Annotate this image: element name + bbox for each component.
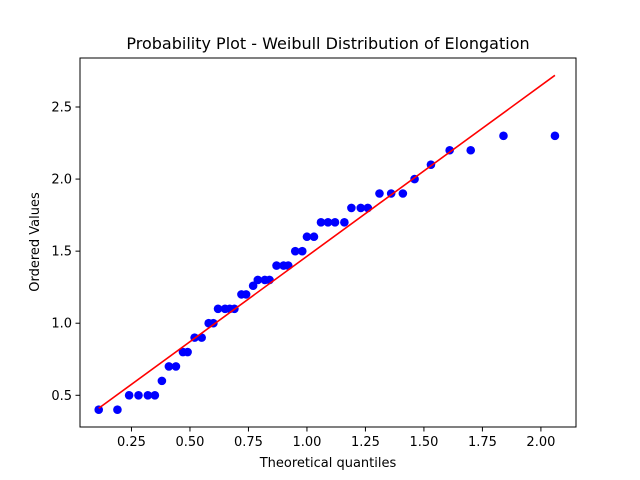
data-point (290, 246, 300, 256)
data-point (113, 405, 122, 415)
data-point (466, 145, 476, 155)
x-tick-label: 2.00 (526, 435, 555, 450)
x-tick-label: 0.50 (175, 435, 204, 450)
plot-area (94, 74, 560, 415)
chart-title: Probability Plot - Weibull Distribution … (126, 34, 529, 53)
data-point (340, 218, 349, 227)
data-point (302, 232, 312, 242)
data-point (550, 131, 560, 141)
x-tick-label: 1.75 (468, 435, 497, 450)
x-axis-label: Theoretical quantiles (259, 456, 397, 471)
y-axis-label: Ordered Values (28, 192, 43, 292)
x-tick-label: 1.25 (351, 435, 380, 450)
data-point (150, 390, 160, 400)
data-point (398, 189, 408, 198)
y-tick-label: 0.5 (51, 389, 72, 404)
data-point (316, 218, 326, 227)
y-axis-ticks: 0.5 1.0 1.5 2.0 2.5 (51, 101, 80, 404)
y-tick-label: 1.0 (51, 317, 72, 332)
data-point (356, 203, 366, 213)
data-point (375, 189, 384, 198)
y-tick-label: 2.0 (51, 173, 72, 188)
x-tick-label: 0.25 (117, 435, 146, 450)
data-point (171, 362, 181, 371)
data-point (499, 131, 508, 141)
data-point (297, 246, 307, 256)
y-tick-label: 1.5 (51, 245, 72, 260)
data-point (143, 390, 153, 400)
data-point (272, 261, 281, 270)
axes-frame (79, 57, 577, 428)
data-point (323, 218, 333, 227)
data-point (330, 218, 340, 227)
data-point (164, 362, 174, 371)
data-point (309, 232, 319, 242)
y-tick-label: 2.5 (51, 101, 72, 116)
data-point (347, 203, 356, 213)
data-point (183, 347, 192, 357)
x-tick-label: 1.00 (292, 435, 321, 450)
data-point (124, 390, 134, 400)
data-point (134, 390, 143, 400)
data-point (241, 290, 251, 299)
x-tick-label: 1.50 (409, 435, 438, 450)
x-axis-ticks: 0.25 0.50 0.75 1.00 1.25 1.50 1.75 2.00 (117, 427, 555, 450)
x-tick-label: 0.75 (234, 435, 263, 450)
data-point (445, 145, 454, 155)
fit-line (98, 74, 556, 409)
data-point (157, 376, 167, 386)
data-point (213, 304, 223, 314)
data-point (248, 281, 258, 291)
data-point (253, 275, 263, 285)
